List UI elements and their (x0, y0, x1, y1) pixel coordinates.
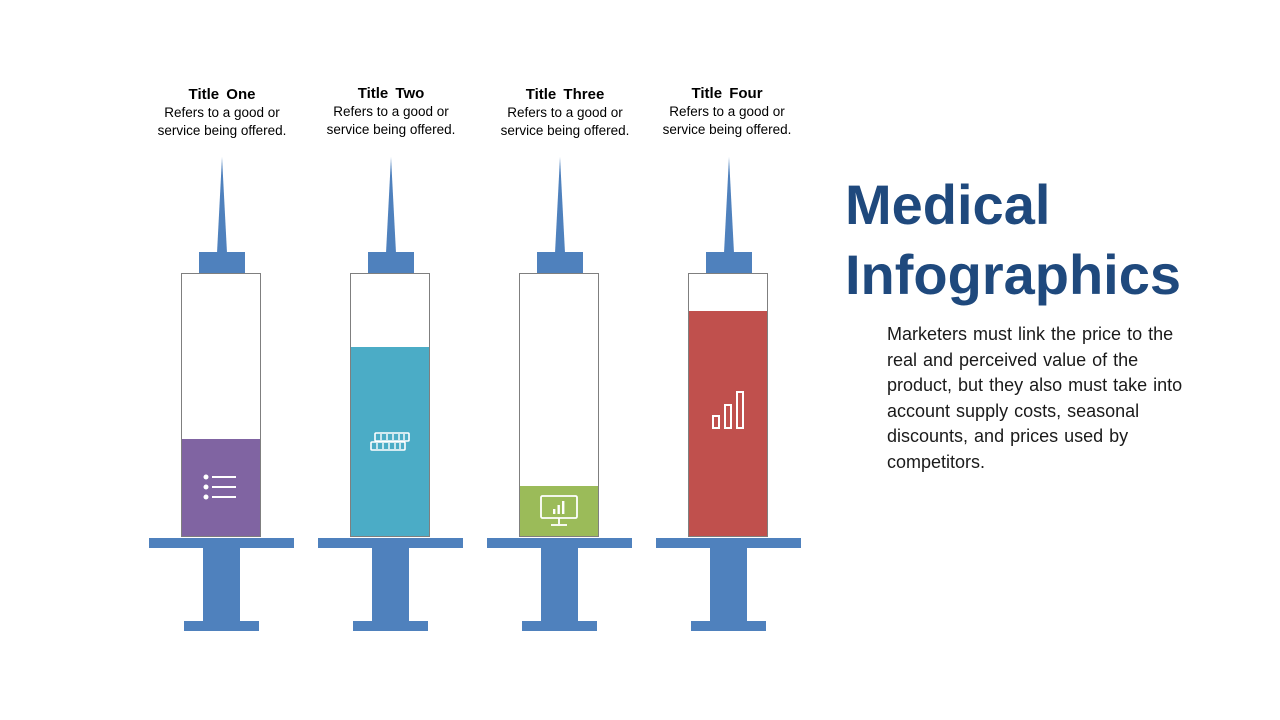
needle-hub (537, 252, 583, 273)
keyboard-icon (370, 431, 410, 451)
syringe-barrel (181, 273, 261, 537)
syringe-title: Title Three (525, 86, 605, 103)
needle-hub (368, 252, 414, 273)
syringe-4: Title Four Refers to a good or service b… (649, 0, 809, 720)
syringe-barrel (688, 273, 768, 537)
plunger-foot (353, 621, 428, 631)
plunger-foot (691, 621, 766, 631)
monitor-chart-icon (540, 495, 578, 527)
plunger-stem (203, 546, 240, 623)
syringe-title: Title Four (691, 85, 763, 102)
syringe-flange (149, 538, 294, 548)
syringe-description: Refers to a good or service being offere… (500, 105, 630, 138)
syringe-title: Title Two (357, 85, 425, 102)
plunger-foot (522, 621, 597, 631)
syringe-caption: Title Two Refers to a good or service be… (311, 85, 471, 139)
list-icon (203, 474, 236, 500)
syringe-caption: Title Three Refers to a good or service … (485, 86, 645, 140)
needle (555, 157, 565, 253)
plunger-foot (184, 621, 259, 631)
syringe-flange (656, 538, 801, 548)
syringe-3: Title Three Refers to a good or service … (480, 0, 640, 720)
needle-hub (199, 252, 245, 273)
syringe-title: Title One (188, 86, 256, 103)
syringe-barrel (350, 273, 430, 537)
syringe-flange (487, 538, 632, 548)
title-line-1: Medical (845, 173, 1051, 236)
syringe-flange (318, 538, 463, 548)
syringe-fill (689, 310, 767, 536)
description-text: Marketers must link the price to the rea… (887, 324, 1183, 472)
title-line-2: Infographics (845, 243, 1182, 306)
syringe-fill (351, 347, 429, 536)
syringe-description: Refers to a good or service being offere… (326, 104, 456, 137)
syringe-1: Title One Refers to a good or service be… (142, 0, 302, 720)
syringe-fill (520, 486, 598, 536)
syringe-caption: Title Four Refers to a good or service b… (647, 85, 807, 139)
page-title: Medical Infographics (845, 170, 1265, 310)
needle-hub (706, 252, 752, 273)
syringe-fill (182, 439, 260, 536)
syringe-barrel (519, 273, 599, 537)
plunger-stem (541, 546, 578, 623)
plunger-stem (710, 546, 747, 623)
bar-chart-icon (712, 390, 744, 429)
plunger-stem (372, 546, 409, 623)
needle (724, 157, 734, 253)
syringe-description: Refers to a good or service being offere… (662, 104, 792, 137)
syringe-caption: Title One Refers to a good or service be… (142, 86, 302, 140)
syringe-description: Refers to a good or service being offere… (157, 105, 287, 138)
syringe-2: Title Two Refers to a good or service be… (311, 0, 471, 720)
needle (217, 157, 227, 253)
needle (386, 157, 396, 253)
